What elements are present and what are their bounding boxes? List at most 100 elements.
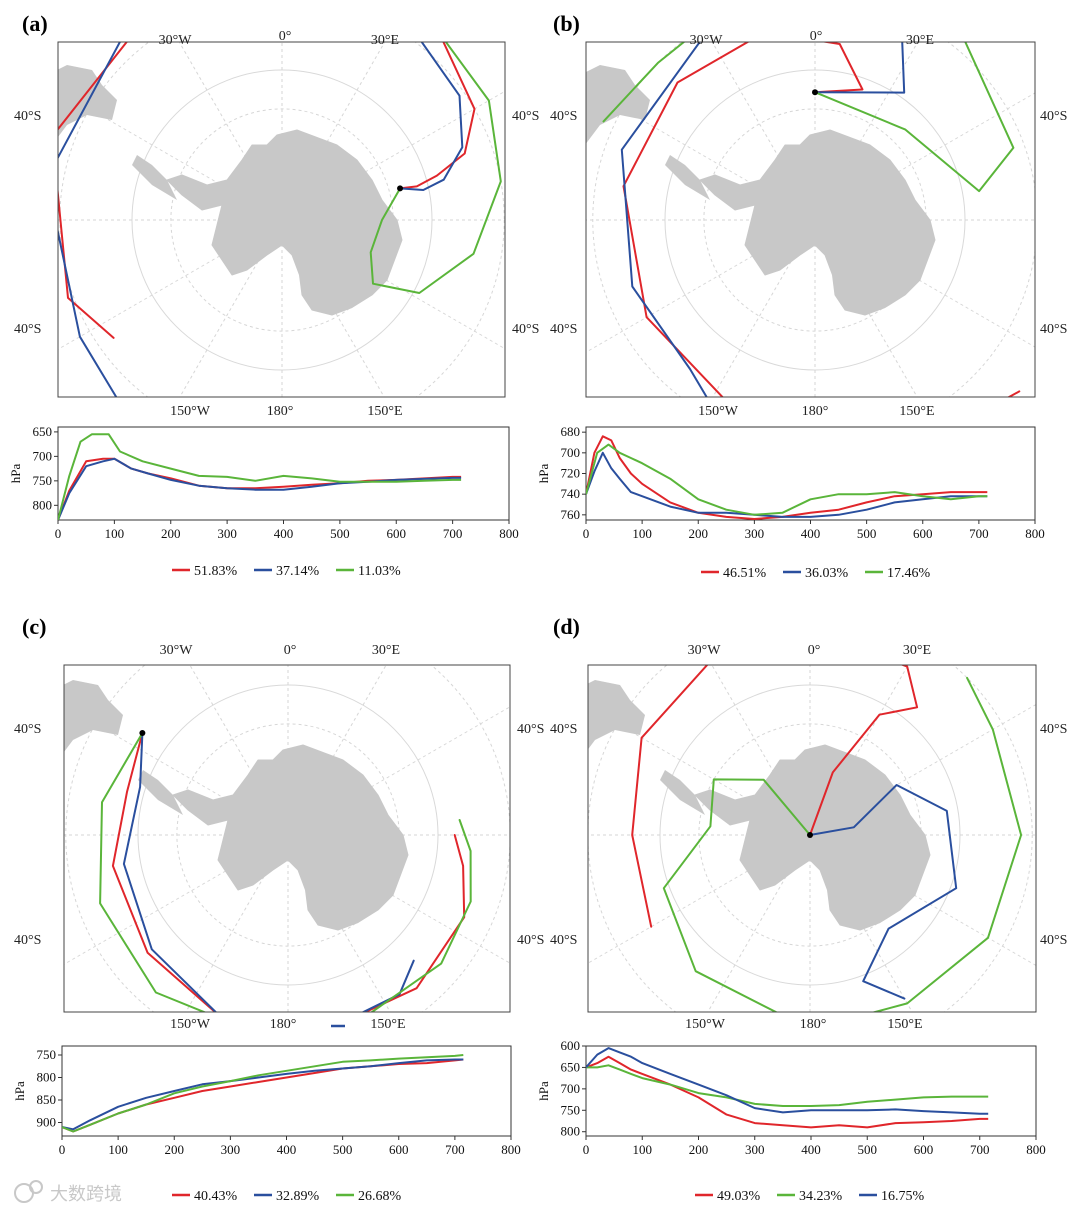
legend-label: 49.03% (717, 1189, 761, 1204)
x-tick-label: 0 (55, 526, 62, 541)
longitude-label: 30°E (903, 643, 931, 658)
x-tick-label: 100 (105, 526, 125, 541)
profile-frame (585, 1045, 1037, 1137)
latitude-label: 40°S (512, 109, 539, 124)
latitude-label: 40°S (550, 722, 577, 737)
legend-label: 37.14% (276, 564, 320, 579)
x-tick-label: 400 (277, 1142, 297, 1157)
panel-label: (a) (22, 11, 48, 36)
antarctic-peninsula (132, 155, 177, 200)
x-tick-label: 400 (274, 526, 294, 541)
meridian-line (809, 703, 1036, 836)
profile-line-blue (586, 451, 988, 518)
y-axis-label: hPa (536, 1081, 551, 1101)
longitude-label: 150°W (698, 404, 739, 419)
antarctica-landmass (166, 129, 403, 316)
latitude-label: 40°S (550, 109, 577, 124)
legend-label: 40.43% (194, 1189, 238, 1204)
x-tick-label: 300 (745, 1142, 765, 1157)
longitude-label: 150°E (370, 1017, 405, 1032)
longitude-label: 30°W (159, 33, 193, 48)
x-tick-label: 500 (858, 1142, 878, 1157)
longitude-label: 30°W (688, 643, 722, 658)
meridian-line (814, 219, 1035, 348)
meridian-line (178, 42, 283, 221)
meridian-line (281, 219, 385, 397)
meridian-line (711, 665, 811, 836)
meridian-line (814, 219, 918, 397)
profile-line-blue (58, 457, 462, 520)
latitude-label: 40°S (14, 322, 41, 337)
meridian-line (189, 665, 289, 836)
legend-label: 46.51% (723, 566, 767, 581)
longitude-label: 30°W (690, 33, 724, 48)
y-tick-label: 700 (561, 1081, 581, 1096)
longitude-label: 150°W (685, 1017, 726, 1032)
antarctica-landmass (694, 744, 931, 931)
x-tick-label: 500 (857, 526, 877, 541)
trajectory-red (58, 42, 476, 339)
longitude-label: 30°E (372, 643, 400, 658)
trajectory-blue (620, 42, 906, 397)
antarctic-peninsula (665, 155, 710, 200)
trajectory-blue (58, 42, 464, 397)
x-tick-label: 100 (633, 1142, 653, 1157)
longitude-label: 150°E (367, 404, 402, 419)
y-tick-label: 800 (561, 1124, 581, 1139)
y-axis-label: hPa (8, 464, 23, 484)
pressure-profile-c: 0 100 200 300 400 500 600 700 800 750 800 850 900 hPa (12, 1045, 521, 1157)
y-tick-label: 700 (561, 445, 581, 460)
y-tick-label: 760 (561, 507, 581, 522)
profile-line-red (586, 1055, 989, 1129)
x-tick-label: 200 (689, 526, 709, 541)
pressure-profile-b: 0 100 200 300 400 500 600 700 800 680 700 720 740 760… (536, 424, 1045, 541)
latitude-label: 40°S (550, 322, 577, 337)
map-frame (587, 664, 1037, 1013)
longitude-label: 150°E (887, 1017, 922, 1032)
meridian-line (287, 706, 510, 836)
meridian-line (814, 42, 919, 221)
meridian-line (281, 90, 505, 221)
profile-frame (57, 426, 510, 521)
x-tick-label: 700 (969, 526, 989, 541)
meridian-line (281, 219, 505, 350)
x-tick-label: 800 (499, 526, 519, 541)
source-point-marker (807, 832, 813, 838)
y-tick-label: 750 (561, 1102, 581, 1117)
x-tick-label: 800 (1025, 526, 1045, 541)
longitude-label: 180° (267, 404, 294, 419)
trajectory-red (111, 732, 466, 1012)
latitude-label: 40°S (1040, 109, 1067, 124)
meridian-line (809, 834, 1036, 967)
latitude-label: 40°S (1040, 322, 1067, 337)
longitude-label: 180° (800, 1017, 827, 1032)
y-tick-label: 650 (33, 424, 53, 439)
x-tick-label: 0 (583, 526, 590, 541)
panel-label: (d) (553, 614, 580, 639)
map-frame (585, 41, 1036, 398)
y-tick-label: 720 (561, 466, 581, 481)
meridian-line (64, 834, 289, 965)
longitude-label: 30°W (160, 643, 194, 658)
profile-line-blue (62, 1058, 464, 1131)
y-tick-label: 700 (33, 448, 53, 463)
meridian-line (586, 87, 816, 221)
map-b (586, 42, 1035, 397)
y-tick-label: 750 (33, 473, 53, 488)
antarctica-landmass (172, 744, 409, 931)
latitude-label: 40°S (517, 722, 544, 737)
chat-bubble-icon (29, 1180, 43, 1194)
x-tick-label: 700 (970, 1142, 990, 1157)
legend-label: 11.03% (358, 564, 401, 579)
x-tick-label: 600 (913, 526, 933, 541)
x-tick-label: 200 (689, 1142, 709, 1157)
meridian-line (64, 705, 289, 836)
legend-label: 51.83% (194, 564, 238, 579)
x-tick-label: 300 (745, 526, 765, 541)
x-tick-label: 800 (501, 1142, 521, 1157)
longitude-label: 180° (270, 1017, 297, 1032)
latitude-label: 40°S (512, 322, 539, 337)
x-tick-label: 100 (108, 1142, 128, 1157)
source-point-marker (397, 185, 404, 192)
